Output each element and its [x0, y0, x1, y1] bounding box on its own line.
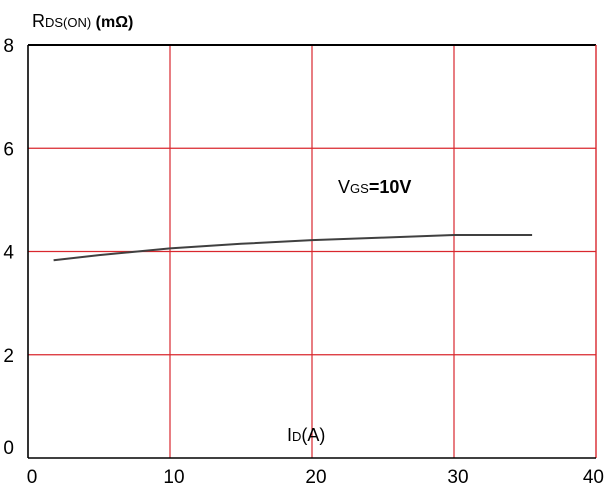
y-tick-label-4: 8 [3, 36, 14, 57]
vgs-annotation: VGS=10V [338, 177, 411, 197]
x-tick-label-3: 30 [447, 467, 468, 488]
vgs-annotation-main: V [338, 177, 350, 197]
y-axis-label-sub: DS(ON) [45, 15, 91, 30]
y-axis-label: RDS(ON) (mΩ) [32, 11, 133, 31]
x-axis-label-sub: D [292, 429, 301, 444]
y-tick-label-0: 0 [3, 438, 14, 459]
y-axis-label-unit: (mΩ) [91, 14, 133, 31]
vgs-annotation-value: =10V [369, 177, 412, 197]
tick-labels: 0 10 20 30 40 0 2 4 6 8 [3, 36, 604, 488]
y-tick-label-2: 4 [3, 243, 14, 264]
x-axis-label-main: I [287, 425, 292, 445]
y-tick-label-1: 2 [3, 346, 14, 367]
y-axis-label-main: R [32, 11, 45, 31]
y-tick-label-3: 6 [3, 139, 14, 160]
x-tick-label-1: 10 [163, 467, 184, 488]
series-line-0 [53, 234, 533, 262]
x-tick-label-4: 40 [583, 467, 604, 488]
series-layer [53, 234, 533, 262]
x-tick-label-2: 20 [305, 467, 326, 488]
vgs-annotation-sub: GS [350, 181, 369, 196]
grid [27, 44, 597, 459]
x-tick-label-0: 0 [27, 467, 38, 488]
x-axis-label: ID(A) [287, 425, 325, 445]
x-axis-label-unit: (A) [301, 425, 325, 445]
